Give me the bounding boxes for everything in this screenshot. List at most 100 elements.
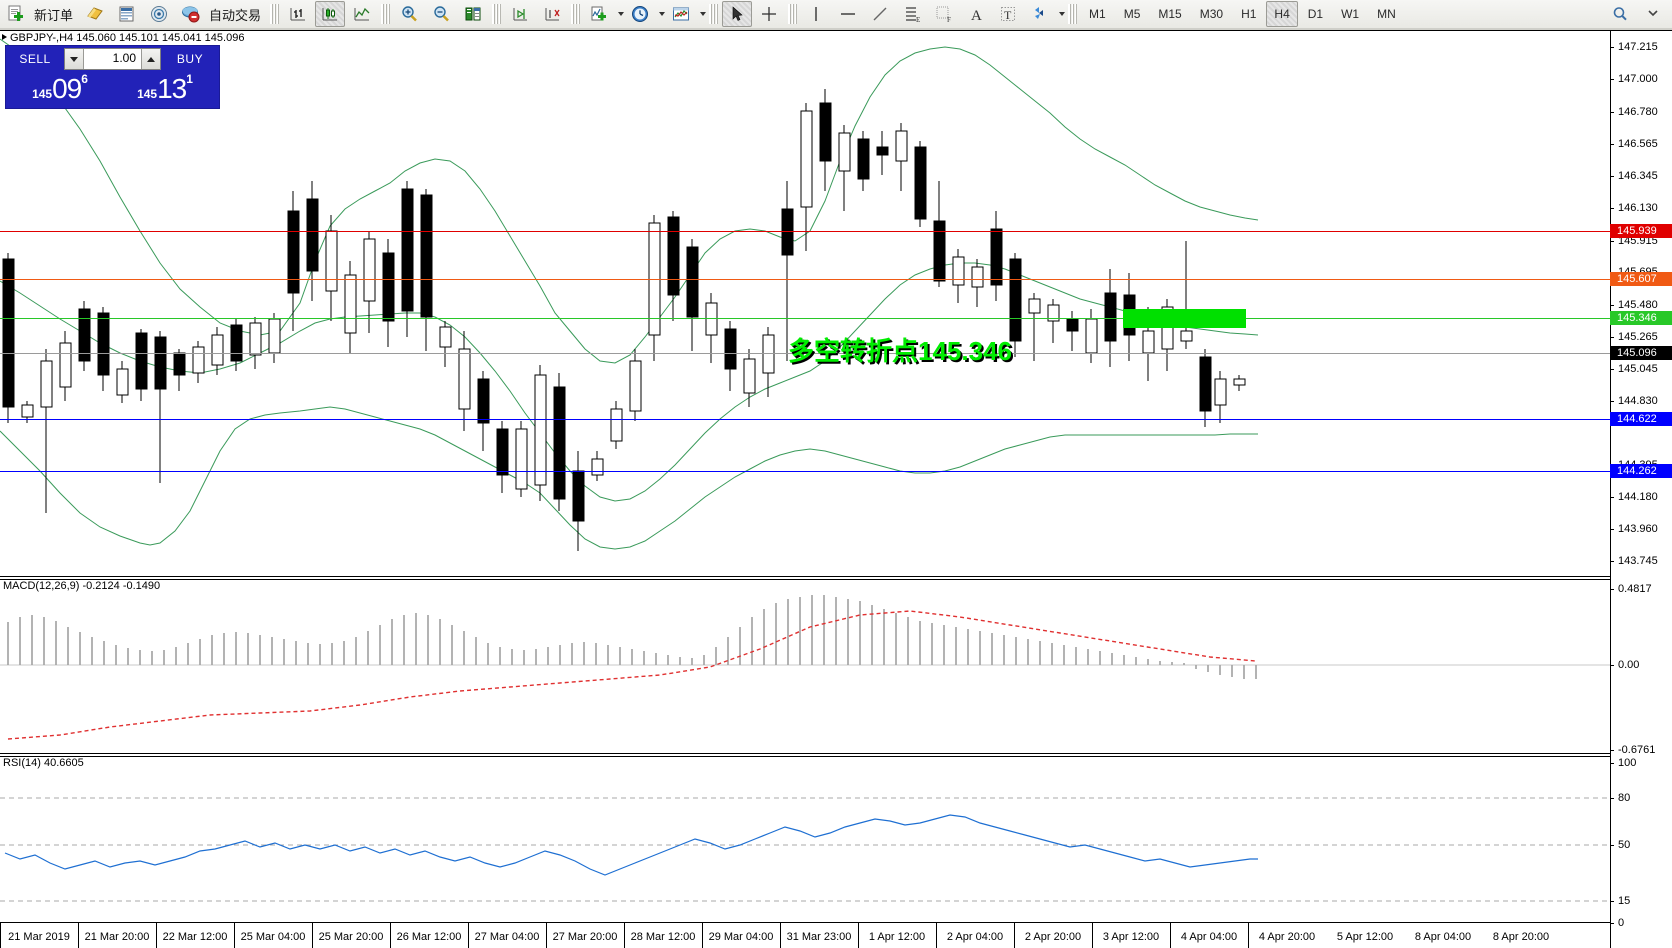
time-label: 2 Apr 04:00 — [946, 931, 1004, 943]
toolbar-grip-3[interactable] — [492, 4, 502, 24]
new-order-icon[interactable] — [1, 1, 31, 27]
zoom-out-icon[interactable] — [426, 1, 456, 27]
support-line-144622[interactable] — [0, 419, 1610, 420]
periods-icon[interactable] — [625, 1, 655, 27]
chart-annotation-text[interactable]: 多空转折点145.346 — [788, 336, 1012, 366]
timeframe-m1[interactable]: M1 — [1089, 7, 1106, 21]
profiles-icon[interactable] — [80, 1, 110, 27]
candle — [724, 321, 737, 391]
collapse-arrow-icon[interactable] — [2, 34, 7, 40]
svg-text:A: A — [971, 8, 982, 24]
timeframe-m5[interactable]: M5 — [1123, 7, 1141, 21]
chevron-down-icon-2[interactable] — [659, 12, 666, 16]
price-label-pivot-145346[interactable]: 145.346 — [1610, 311, 1672, 325]
candle — [800, 103, 813, 251]
time-axis[interactable]: 21 Mar 2019 21 Mar 20:00 22 Mar 12:00 25… — [0, 922, 1610, 948]
timeframe-mn[interactable]: MN — [1377, 7, 1396, 21]
price-label-support-144622[interactable]: 144.622 — [1610, 412, 1672, 426]
rsi-tick-0: 0 — [1610, 917, 1672, 930]
candle — [306, 181, 319, 301]
candle — [268, 313, 281, 363]
price-label-current-145096[interactable]: 145.096 — [1610, 346, 1672, 360]
candle — [686, 239, 699, 351]
vline-icon[interactable] — [801, 1, 831, 27]
sell-price-display[interactable]: 145 09 6 — [9, 70, 111, 104]
volume-decrease-button[interactable] — [65, 49, 84, 69]
price-tick: 146.565 — [1610, 138, 1672, 151]
time-tick — [1092, 923, 1093, 948]
textlabel-icon[interactable]: T — [993, 1, 1023, 27]
volume-stepper[interactable]: 1.00 — [64, 48, 161, 70]
new-order-label[interactable]: 新订单 — [34, 7, 74, 23]
time-label: 4 Apr 04:00 — [1180, 931, 1238, 943]
menu-expand-icon[interactable] — [1638, 1, 1668, 27]
chevron-down-icon-4[interactable] — [1059, 12, 1066, 16]
pivot-line-145346[interactable] — [0, 318, 1610, 319]
line-chart-icon[interactable] — [347, 1, 377, 27]
time-label: 27 Mar 04:00 — [474, 931, 540, 943]
candle — [1233, 375, 1246, 391]
price-label-resistance-145939[interactable]: 145.939 — [1610, 224, 1672, 238]
candle — [211, 327, 224, 375]
toolbar-grip-7[interactable] — [1068, 4, 1078, 24]
toolbar-grip-6[interactable] — [788, 4, 798, 24]
autotrade-icon[interactable] — [176, 1, 206, 27]
candle — [344, 261, 357, 353]
toolbar-grip[interactable] — [270, 4, 280, 24]
timeframe-h1[interactable]: H1 — [1241, 7, 1257, 21]
timeframe-w1[interactable]: W1 — [1341, 7, 1360, 21]
candle — [648, 215, 661, 361]
timeframe-m15[interactable]: M15 — [1158, 7, 1182, 21]
trendline-icon[interactable] — [865, 1, 895, 27]
shapes-icon[interactable] — [1025, 1, 1055, 27]
cursor-icon[interactable] — [722, 1, 753, 27]
buy-button[interactable]: BUY — [164, 48, 216, 70]
sell-button[interactable]: SELL — [9, 48, 61, 70]
price-label-resistance-145607[interactable]: 145.607 — [1610, 272, 1672, 286]
chart-window[interactable]: GBPJPY-,H4 145.060 145.101 145.041 145.0… — [0, 30, 1672, 948]
chevron-down-icon[interactable] — [618, 12, 625, 16]
channel-icon[interactable]: F — [929, 1, 959, 27]
templates-icon[interactable] — [666, 1, 696, 27]
resistance-line-145607[interactable] — [0, 279, 1610, 280]
zoom-in-icon[interactable] — [394, 1, 424, 27]
support-line-144262[interactable] — [0, 471, 1610, 472]
candlestick-chart-icon[interactable] — [315, 1, 346, 27]
price-label-support-144262[interactable]: 144.262 — [1610, 464, 1672, 478]
navigator-icon[interactable] — [144, 1, 174, 27]
bar-chart-icon[interactable] — [283, 1, 313, 27]
auto-scroll-icon[interactable] — [537, 1, 567, 27]
autotrade-label[interactable]: 自动交易 — [209, 7, 262, 23]
rsi-line — [4, 814, 1258, 876]
price-tick: 146.780 — [1610, 106, 1672, 119]
grid-icon[interactable] — [458, 1, 488, 27]
volume-value[interactable]: 1.00 — [112, 51, 136, 65]
time-label: 27 Mar 20:00 — [552, 931, 618, 943]
market-watch-icon[interactable] — [112, 1, 142, 27]
search-icon[interactable] — [1605, 1, 1635, 27]
fibo-icon[interactable]: E — [897, 1, 927, 27]
timeframe-d1[interactable]: D1 — [1307, 7, 1324, 21]
toolbar-grip-5[interactable] — [709, 4, 719, 24]
buy-price-display[interactable]: 145 13 1 — [114, 70, 216, 104]
crosshair-icon[interactable] — [754, 1, 784, 27]
timeframe-m30[interactable]: M30 — [1199, 7, 1224, 21]
volume-increase-button[interactable] — [141, 49, 160, 69]
candle — [116, 361, 129, 403]
text-icon[interactable]: A — [961, 1, 991, 27]
candle — [876, 131, 889, 175]
resistance-line-145939[interactable] — [0, 231, 1610, 232]
indicators-icon[interactable] — [584, 1, 614, 27]
current-price-line-145096[interactable] — [0, 353, 1610, 354]
price-axis[interactable]: 147.215 147.000 146.780 146.565 146.345 … — [1610, 31, 1672, 948]
one-click-trading-panel[interactable]: SELL 1.00 BUY 145 09 6 145 13 1 — [5, 45, 220, 109]
chevron-down-icon-3[interactable] — [700, 12, 707, 16]
hline-icon[interactable] — [833, 1, 863, 27]
candle — [895, 123, 908, 191]
shift-end-icon[interactable] — [505, 1, 535, 27]
pivot-zone-rectangle[interactable] — [1123, 309, 1246, 328]
timeframe-h4[interactable]: H4 — [1266, 1, 1298, 27]
price-tick: 145.480 — [1610, 299, 1672, 312]
toolbar-grip-4[interactable] — [571, 4, 581, 24]
toolbar-grip-2[interactable] — [381, 4, 391, 24]
